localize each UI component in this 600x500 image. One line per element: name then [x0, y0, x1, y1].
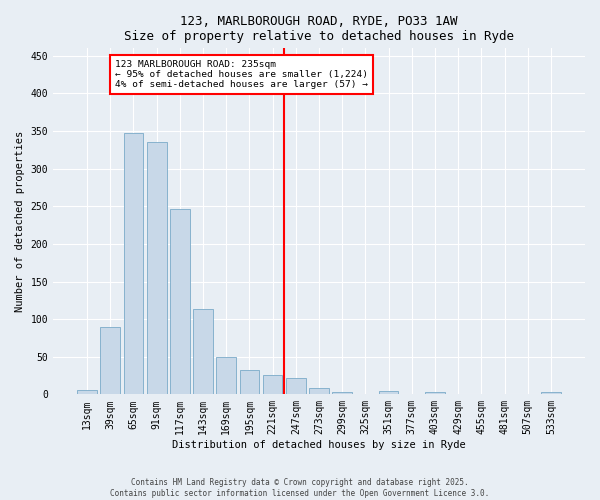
Text: 123 MARLBOROUGH ROAD: 235sqm
← 95% of detached houses are smaller (1,224)
4% of : 123 MARLBOROUGH ROAD: 235sqm ← 95% of de… — [115, 60, 368, 90]
Bar — [379, 392, 398, 394]
Bar — [124, 132, 143, 394]
Title: 123, MARLBOROUGH ROAD, RYDE, PO33 1AW
Size of property relative to detached hous: 123, MARLBOROUGH ROAD, RYDE, PO33 1AW Si… — [124, 15, 514, 43]
Bar — [239, 370, 259, 394]
Bar — [263, 375, 283, 394]
Bar — [309, 388, 329, 394]
X-axis label: Distribution of detached houses by size in Ryde: Distribution of detached houses by size … — [172, 440, 466, 450]
Bar — [193, 310, 213, 394]
Text: Contains HM Land Registry data © Crown copyright and database right 2025.
Contai: Contains HM Land Registry data © Crown c… — [110, 478, 490, 498]
Bar — [147, 142, 167, 394]
Bar — [100, 328, 120, 394]
Bar — [541, 392, 561, 394]
Bar — [217, 358, 236, 395]
Bar — [425, 392, 445, 394]
Bar — [332, 392, 352, 394]
Bar — [286, 378, 305, 394]
Bar — [77, 390, 97, 394]
Bar — [170, 210, 190, 394]
Y-axis label: Number of detached properties: Number of detached properties — [15, 130, 25, 312]
